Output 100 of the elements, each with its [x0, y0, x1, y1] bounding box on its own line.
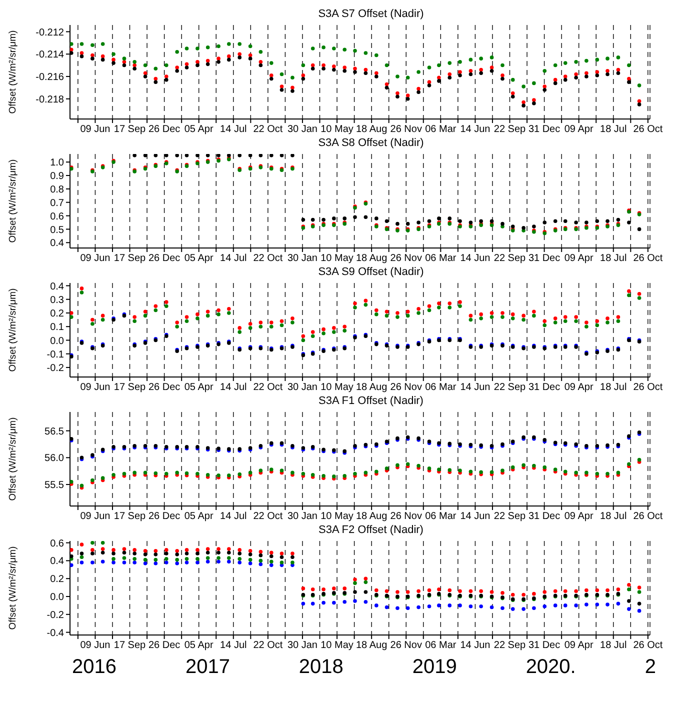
x-tick-label: 10 May	[320, 511, 354, 522]
x-tick-label: 26 Oct	[633, 124, 663, 136]
x-tick-label: 31 Dec	[528, 124, 560, 136]
x-tick-label: 09 Apr	[564, 253, 594, 264]
x-tick-label: 09 Apr	[564, 124, 594, 136]
y-axis-title: Offset (W/m²/sr/μm)	[7, 546, 18, 630]
x-tick-label: 18 Aug	[356, 124, 388, 136]
x-tick-label: 18 Aug	[356, 253, 388, 264]
x-tick-label: 26 Dec	[148, 640, 180, 652]
x-tick-label: 14 Jun	[460, 253, 490, 264]
y-tick-label: 0.9	[50, 171, 64, 182]
text: 2019	[412, 655, 457, 679]
y-tick-label: 0.3	[50, 294, 64, 306]
x-tick-label: 26 Dec	[148, 382, 180, 394]
y-tick-label: -0.212	[36, 27, 64, 38]
x-tick-label: 22 Sep	[494, 640, 526, 652]
x-tick-label: 18 Aug	[356, 640, 388, 652]
x-tick-label: 09 Apr	[564, 511, 594, 522]
x-tick-label: 18 Jul	[600, 640, 627, 652]
text: 2020.	[526, 655, 576, 679]
x-tick-label: 31 Dec	[528, 511, 560, 522]
x-tick-label: 06 Mar	[425, 124, 457, 136]
x-tick-label: 22 Oct	[253, 382, 283, 394]
x-tick-label: 17 Sep	[114, 253, 146, 264]
y-tick-label: -0.218	[36, 94, 64, 106]
y-tick-label: -0.1	[46, 349, 64, 360]
x-tick-label: 26 Nov	[390, 253, 422, 264]
x-tick-label: 31 Dec	[528, 382, 560, 394]
x-tick-label: 26 Dec	[148, 511, 180, 522]
y-tick-label: -0.214	[36, 50, 64, 61]
y-tick-label: -0.2	[46, 610, 64, 621]
y-tick-label: 0.7	[50, 198, 64, 209]
y-tick-label: 1.0	[50, 158, 64, 169]
x-tick-label: 14 Jul	[220, 382, 247, 394]
x-tick-label: 14 Jul	[220, 640, 247, 652]
y-tick-label: 0.6	[50, 211, 64, 222]
x-tick-label: 30 Jan	[287, 253, 318, 264]
y-tick-label: 56.5	[44, 426, 64, 438]
x-tick-label: 18 Jul	[600, 511, 627, 522]
x-tick-label: 18 Aug	[356, 511, 388, 522]
y-tick-label: -0.4	[46, 628, 64, 639]
x-tick-label: 17 Sep	[114, 124, 146, 136]
x-tick-label: 26 Nov	[390, 511, 422, 522]
x-tick-label: 18 Jul	[600, 253, 627, 264]
x-tick-label: 05 Apr	[184, 124, 214, 136]
y-tick-label: 56.0	[44, 453, 64, 464]
x-tick-label: 05 Apr	[184, 511, 214, 522]
x-tick-label: 17 Sep	[114, 511, 146, 522]
x-tick-label: 14 Jun	[460, 640, 490, 652]
y-axis-title: Offset (W/m²/sr/μm)	[7, 288, 18, 372]
x-tick-label: 09 Apr	[564, 382, 594, 394]
x-tick-label: 06 Mar	[425, 640, 457, 652]
y-tick-label: 0.1	[50, 322, 64, 334]
chart-title: S3A S8 Offset (Nadir)	[317, 137, 425, 150]
x-tick-label: 22 Sep	[494, 253, 526, 264]
x-tick-label: 22 Sep	[494, 511, 526, 522]
text: 2	[644, 655, 656, 679]
x-tick-label: 09 Apr	[564, 640, 594, 652]
y-tick-label: 0.6	[50, 538, 64, 550]
x-tick-label: 18 Jul	[600, 382, 627, 394]
x-tick-label: 14 Jul	[220, 253, 247, 264]
y-axis-title: Offset (W/m²/sr/μm)	[7, 159, 18, 243]
x-tick-label: 10 May	[320, 253, 354, 264]
x-tick-label: 09 Jun	[80, 640, 110, 652]
x-tick-label: 06 Mar	[425, 511, 457, 522]
chart-title: S3A F2 Offset (Nadir)	[318, 524, 424, 537]
x-tick-label: 22 Sep	[494, 382, 526, 394]
x-tick-label: 17 Sep	[114, 382, 146, 394]
x-tick-label: 05 Apr	[184, 253, 214, 264]
x-tick-label: 26 Dec	[148, 124, 180, 136]
text: 2018	[298, 655, 344, 679]
x-tick-label: 14 Jun	[460, 124, 490, 136]
x-tick-label: 14 Jul	[220, 124, 247, 136]
x-tick-label: 31 Dec	[528, 640, 560, 652]
y-tick-label: 0.8	[50, 184, 64, 196]
x-tick-label: 10 May	[320, 124, 354, 136]
x-tick-label: 18 Aug	[356, 382, 388, 394]
x-tick-label: 26 Nov	[390, 124, 422, 136]
x-tick-label: 22 Oct	[253, 511, 283, 522]
x-tick-label: 05 Apr	[184, 640, 214, 652]
y-tick-label: 0.5	[50, 224, 64, 236]
chart-title: S3A S9 Offset (Nadir)	[317, 266, 425, 279]
x-tick-label: 22 Oct	[253, 124, 283, 136]
x-tick-label: 14 Jun	[460, 511, 490, 522]
x-tick-label: 26 Oct	[633, 382, 663, 394]
chart-title: S3A F1 Offset (Nadir)	[318, 395, 424, 408]
x-tick-label: 09 Jun	[80, 253, 110, 264]
x-tick-label: 14 Jun	[460, 382, 490, 394]
x-tick-label: 26 Nov	[390, 640, 422, 652]
y-tick-label: 0.4	[50, 238, 64, 250]
x-tick-label: 05 Apr	[184, 382, 214, 394]
x-tick-label: 22 Sep	[494, 124, 526, 136]
text: 2017	[185, 655, 230, 679]
x-tick-label: 31 Dec	[528, 253, 560, 264]
x-tick-label: 10 May	[320, 382, 354, 394]
x-tick-label: 09 Jun	[80, 382, 110, 394]
y-tick-label: 0.2	[50, 308, 64, 320]
x-tick-label: 14 Jul	[220, 511, 247, 522]
x-tick-label: 10 May	[320, 640, 354, 652]
y-tick-label: -0.216	[36, 72, 64, 84]
